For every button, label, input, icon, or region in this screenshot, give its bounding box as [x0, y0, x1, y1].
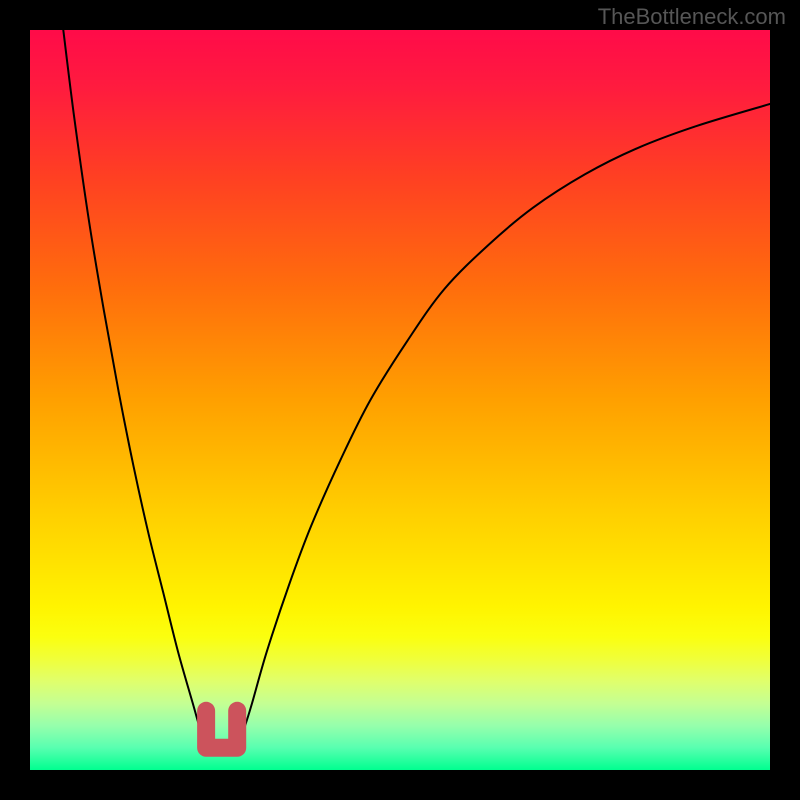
bottleneck-curve-chart [30, 30, 770, 770]
gradient-background [30, 30, 770, 770]
chart-frame: TheBottleneck.com [0, 0, 800, 800]
watermark-text: TheBottleneck.com [598, 4, 786, 30]
plot-area [30, 30, 770, 770]
